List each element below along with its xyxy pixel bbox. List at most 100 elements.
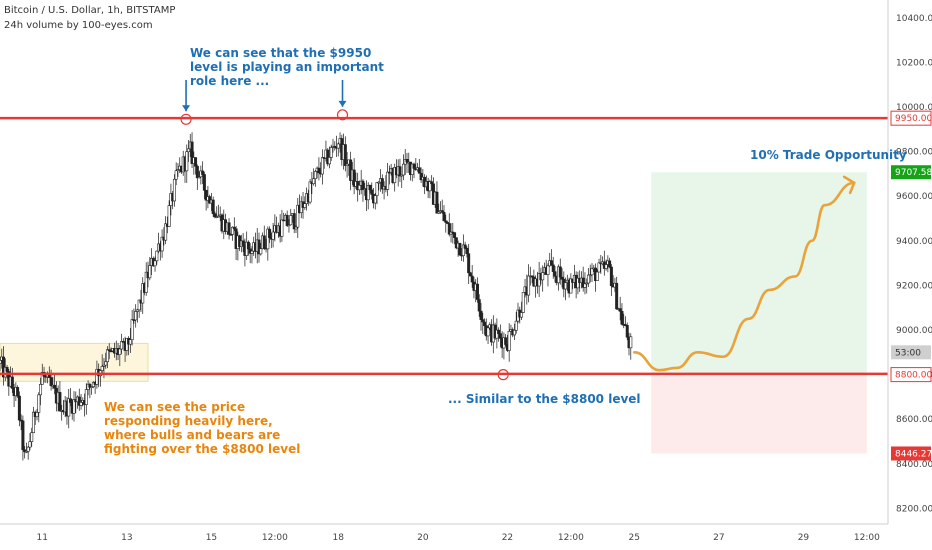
candle-body bbox=[398, 166, 402, 177]
price-tag-label: 8446.27 bbox=[895, 449, 932, 459]
candle-body bbox=[410, 163, 414, 175]
candle-body bbox=[148, 265, 152, 279]
candle-body bbox=[447, 223, 451, 235]
candle-body bbox=[130, 319, 134, 341]
candle-body bbox=[405, 159, 409, 163]
candle-body bbox=[530, 275, 534, 278]
candle-body bbox=[104, 361, 108, 366]
candle-body bbox=[558, 266, 562, 278]
candle-body bbox=[153, 260, 157, 267]
candle-body bbox=[268, 228, 272, 238]
candle-body bbox=[595, 271, 599, 282]
candle-body bbox=[241, 240, 245, 246]
candle-body bbox=[88, 383, 92, 388]
candle-body bbox=[588, 274, 592, 277]
y-axis[interactable]: 8200.00 8400.00 8600.00 8800.00 9000.00 9200.… bbox=[887, 0, 932, 524]
candle-body bbox=[521, 292, 525, 313]
candle-body bbox=[609, 266, 613, 287]
candle-body bbox=[2, 356, 6, 378]
arrow-left-peak-head bbox=[182, 105, 191, 112]
candle-body bbox=[211, 199, 215, 215]
candle-body bbox=[317, 167, 321, 174]
x-tick-label: 27 bbox=[713, 533, 724, 543]
candle-body bbox=[437, 211, 441, 214]
candle-body bbox=[514, 320, 518, 331]
candle-body bbox=[271, 231, 275, 240]
candle-body bbox=[292, 213, 296, 230]
candle-body bbox=[370, 189, 374, 195]
zones-layer bbox=[0, 172, 867, 454]
candle-body bbox=[412, 163, 416, 169]
loss-zone bbox=[651, 373, 867, 454]
candle-body bbox=[204, 189, 208, 201]
candle-body bbox=[107, 349, 111, 352]
arrow-right-peak-head bbox=[338, 100, 347, 107]
circled-touch-point bbox=[497, 369, 509, 381]
candle-body bbox=[366, 185, 370, 201]
candle-body bbox=[109, 350, 113, 353]
x-axis[interactable]: 11 13 15 12:00 18 20 22 12:00 25 27 29 12:00 bbox=[0, 523, 888, 543]
candle-body bbox=[527, 275, 531, 296]
candle-body bbox=[583, 283, 587, 288]
candle-body bbox=[428, 181, 432, 192]
candle-body bbox=[560, 276, 564, 280]
candle-body bbox=[202, 174, 206, 191]
candle-body bbox=[629, 336, 633, 349]
candle-body bbox=[195, 165, 199, 179]
candle-body bbox=[546, 265, 550, 275]
candle-body bbox=[197, 176, 201, 179]
candle-body bbox=[190, 141, 194, 164]
candle-body bbox=[30, 432, 34, 442]
candle-body bbox=[377, 181, 381, 184]
y-tick-label: 9600.00 bbox=[896, 192, 932, 202]
price-tag-box bbox=[891, 345, 931, 360]
candle-body bbox=[213, 213, 217, 218]
candle-body bbox=[352, 169, 356, 187]
x-tick-label: 11 bbox=[37, 533, 48, 543]
candle-body bbox=[216, 215, 220, 218]
x-tick-label: 12:00 bbox=[558, 533, 584, 543]
annotation-resistance: We can see that the $9950 level is playi… bbox=[190, 46, 384, 88]
x-tick-label: 12:00 bbox=[262, 533, 288, 543]
candle-body bbox=[294, 226, 298, 230]
profit-zone bbox=[651, 172, 867, 374]
candle-body bbox=[368, 185, 372, 191]
candle-body bbox=[461, 244, 465, 256]
candle-body bbox=[40, 372, 44, 385]
candle-body bbox=[512, 329, 516, 336]
symbol-title: Bitcoin / U.S. Dollar, 1h, BITSTAMP bbox=[4, 5, 176, 16]
y-tick-label: 10000.00 bbox=[896, 103, 932, 113]
candle-body bbox=[250, 250, 254, 254]
candle-body bbox=[625, 325, 629, 338]
candle-body bbox=[569, 278, 573, 294]
x-tick-label: 12:00 bbox=[854, 533, 880, 543]
candle-body bbox=[329, 147, 333, 158]
candle-body bbox=[336, 143, 340, 149]
candle-body bbox=[289, 215, 293, 226]
candle-body bbox=[373, 195, 377, 204]
candle-body bbox=[463, 244, 467, 249]
candle-body bbox=[313, 171, 317, 179]
annotation-trade-opportunity: 10% Trade Opportunity bbox=[750, 148, 907, 162]
candle-body bbox=[551, 264, 555, 272]
candle-body bbox=[128, 339, 132, 345]
candle-body bbox=[67, 398, 71, 417]
price-tag-label: 53:00 bbox=[895, 348, 921, 358]
candle-body bbox=[618, 308, 622, 312]
candle-body bbox=[187, 148, 191, 153]
candle-body bbox=[3, 367, 7, 378]
price-tag-label: 9707.58 bbox=[895, 168, 932, 178]
candle-body bbox=[470, 275, 474, 283]
candle-body bbox=[24, 450, 28, 453]
candle-body bbox=[435, 191, 439, 214]
candle-body bbox=[201, 170, 205, 175]
candle-body bbox=[312, 178, 316, 185]
candle-body bbox=[498, 333, 502, 339]
candle-body bbox=[468, 272, 472, 277]
candle-body bbox=[597, 262, 601, 273]
candle-body bbox=[454, 237, 458, 249]
candle-body bbox=[172, 178, 176, 202]
candle-body bbox=[257, 239, 261, 255]
candle-body bbox=[160, 236, 164, 252]
